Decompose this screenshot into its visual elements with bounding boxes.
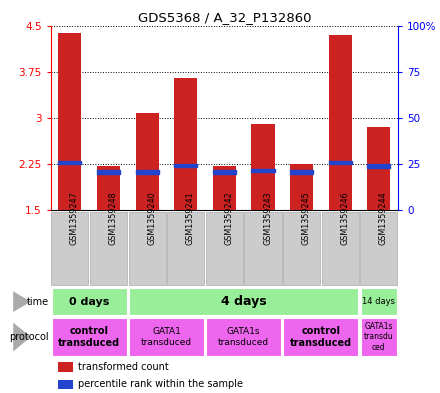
Bar <box>97 171 120 174</box>
Bar <box>51 212 88 285</box>
Text: GSM1359245: GSM1359245 <box>302 191 311 245</box>
Bar <box>167 212 204 285</box>
Bar <box>206 318 281 356</box>
Bar <box>329 35 352 210</box>
Bar <box>361 318 397 356</box>
Bar <box>52 318 127 356</box>
Bar <box>283 318 359 356</box>
Text: 0 days: 0 days <box>69 297 110 307</box>
Bar <box>136 113 159 210</box>
Polygon shape <box>13 291 31 312</box>
Bar <box>329 160 352 164</box>
Text: GATA1s
transdu
ced: GATA1s transdu ced <box>364 322 394 352</box>
Text: GATA1
transduced: GATA1 transduced <box>141 327 192 347</box>
Bar <box>290 171 313 174</box>
Bar <box>58 380 73 389</box>
Text: GSM1359244: GSM1359244 <box>379 191 388 245</box>
Text: transformed count: transformed count <box>78 362 169 372</box>
Bar <box>322 212 359 285</box>
Bar <box>136 171 159 174</box>
Bar <box>129 318 204 356</box>
Text: GSM1359243: GSM1359243 <box>263 191 272 245</box>
Bar <box>90 212 127 285</box>
Bar <box>360 212 397 285</box>
Bar <box>97 166 120 210</box>
Bar <box>245 212 282 285</box>
Text: GSM1359241: GSM1359241 <box>186 191 195 245</box>
Bar <box>213 166 236 210</box>
Text: 4 days: 4 days <box>221 295 267 308</box>
Text: GSM1359247: GSM1359247 <box>70 191 79 245</box>
Bar <box>58 362 73 372</box>
Bar <box>251 169 275 172</box>
Bar <box>128 212 166 285</box>
Bar <box>174 163 198 167</box>
Bar <box>367 127 390 210</box>
Text: GSM1359242: GSM1359242 <box>224 191 233 245</box>
Text: control
transduced: control transduced <box>58 326 120 348</box>
Bar <box>129 288 359 315</box>
Text: 14 days: 14 days <box>363 297 396 306</box>
Bar <box>52 288 127 315</box>
Text: GSM1359248: GSM1359248 <box>109 191 117 245</box>
Bar <box>59 160 81 164</box>
Bar <box>283 212 320 285</box>
Title: GDS5368 / A_32_P132860: GDS5368 / A_32_P132860 <box>138 11 311 24</box>
Text: GSM1359246: GSM1359246 <box>340 191 349 245</box>
Text: GATA1s
transduced: GATA1s transduced <box>218 327 269 347</box>
Text: GSM1359240: GSM1359240 <box>147 191 156 245</box>
Bar <box>290 164 313 210</box>
Polygon shape <box>13 323 31 351</box>
Text: protocol: protocol <box>9 332 48 342</box>
Text: time: time <box>26 297 48 307</box>
Bar <box>251 124 275 210</box>
Bar <box>59 33 81 210</box>
Bar <box>206 212 243 285</box>
Text: control
transduced: control transduced <box>290 326 352 348</box>
Bar <box>361 288 397 315</box>
Bar <box>367 164 390 168</box>
Bar <box>174 78 198 210</box>
Bar <box>213 171 236 174</box>
Text: percentile rank within the sample: percentile rank within the sample <box>78 379 243 389</box>
